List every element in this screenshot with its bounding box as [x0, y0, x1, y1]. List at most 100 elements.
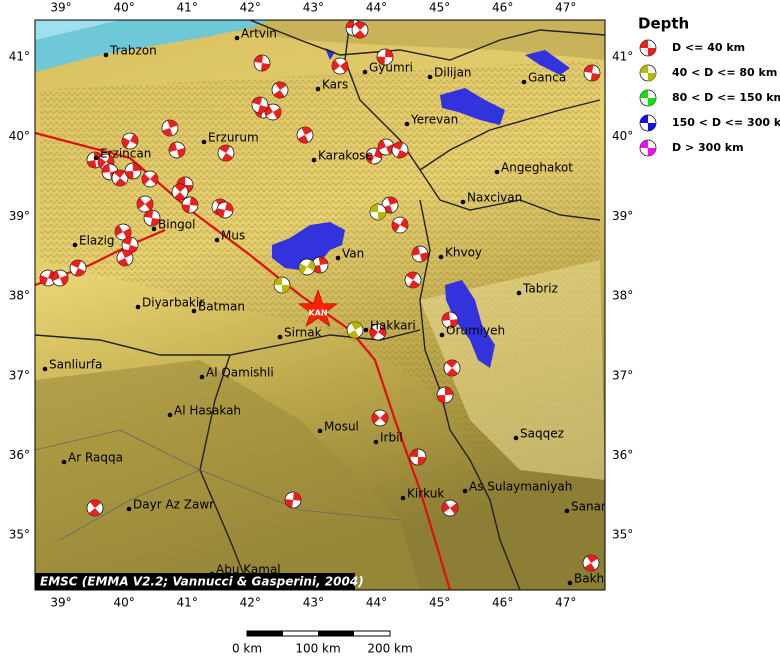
- city-dot: [516, 290, 522, 296]
- focal-mechanism: [284, 491, 302, 509]
- lat-label-left: 38°: [9, 289, 30, 303]
- city-label: Karakose: [318, 149, 373, 163]
- city-label: Dayr Az Zawr: [133, 498, 214, 512]
- city-label: As Sulaymaniyah: [469, 480, 572, 494]
- city-label: Kars: [322, 78, 348, 92]
- lon-label-bottom: 45°: [429, 596, 450, 610]
- city-dot: [460, 199, 466, 205]
- ball-quadrant: [366, 148, 382, 164]
- city-label: Khvoy: [445, 246, 482, 260]
- city-label: Orumiyeh: [446, 324, 505, 338]
- city-label: Batman: [198, 300, 245, 314]
- focal-mechanism: [391, 141, 409, 159]
- lat-label-left: 37°: [9, 368, 30, 382]
- ball-quadrant: [52, 270, 68, 286]
- focal-mechanism: [273, 276, 291, 294]
- ball-quadrant: [70, 260, 86, 276]
- lake-urmia: [445, 280, 495, 368]
- focal-mechanism: [391, 216, 409, 234]
- city-dot: [167, 412, 173, 418]
- ball-quadrant: [584, 555, 598, 571]
- city-label: Erzincan: [100, 147, 151, 161]
- lon-label-bottom: 46°: [492, 596, 513, 610]
- ball-quadrant: [87, 152, 103, 168]
- focal-mechanism: [143, 209, 161, 227]
- lon-label-top: 43°: [303, 1, 324, 15]
- focal-mechanism: [436, 386, 454, 404]
- city-label: Mus: [221, 229, 245, 243]
- focal-mechanism: [639, 89, 657, 107]
- city-dot: [126, 506, 132, 512]
- city-label: Ganca: [528, 71, 566, 85]
- scale-label: 200 km: [367, 642, 412, 655]
- city-label: Sanandaj: [571, 500, 627, 514]
- scale-label: 0 km: [232, 642, 262, 655]
- legend-title: Depth: [638, 15, 689, 33]
- lat-label-right: 35°: [612, 528, 633, 542]
- city-label: Trabzon: [109, 44, 157, 58]
- borders: [35, 20, 605, 590]
- lat-label-left: 39°: [9, 209, 30, 223]
- city-label: Erzurum: [208, 131, 259, 145]
- focal-mechanism: [181, 196, 199, 214]
- lon-label-bottom: 47°: [555, 596, 576, 610]
- focal-mechanism: [377, 138, 395, 156]
- city-dot: [439, 332, 445, 338]
- ball-quadrant: [378, 139, 394, 155]
- city-dot: [72, 242, 78, 248]
- ball-quadrant: [372, 412, 388, 424]
- ball-quadrant: [122, 133, 138, 149]
- ball-quadrant: [442, 312, 458, 328]
- lat-label-left: 41°: [9, 50, 30, 64]
- city-dot: [311, 157, 317, 163]
- city-label: Kirkuk: [407, 487, 444, 501]
- ball-quadrant: [169, 142, 185, 158]
- ball-quadrant: [410, 449, 426, 465]
- ball-quadrant: [354, 22, 366, 38]
- city-label: Van: [342, 247, 364, 261]
- ball-quadrant: [370, 325, 386, 339]
- city-label: Sanliurfa: [49, 358, 102, 372]
- city-label: Naxcivan: [467, 191, 522, 205]
- focal-mechanism: [271, 81, 289, 99]
- legend-label: D > 300 km: [672, 141, 744, 154]
- city-label: Hakkari: [370, 319, 416, 333]
- focal-mechanism: [441, 311, 459, 329]
- city-dot: [103, 52, 109, 58]
- ball-quadrant: [382, 197, 398, 213]
- ball-quadrant: [174, 184, 186, 200]
- focal-mechanism: [331, 57, 349, 75]
- city-dot: [61, 459, 67, 465]
- city-dot: [462, 488, 468, 494]
- focal-mechanism: [441, 499, 459, 517]
- focal-mechanism: [116, 249, 134, 267]
- ball-quadrant: [98, 155, 114, 169]
- city-label: Elazig: [79, 234, 115, 248]
- city-dot: [234, 35, 240, 41]
- lon-label-top: 45°: [429, 1, 450, 15]
- ball-quadrant: [274, 277, 290, 293]
- focal-mechanism: [86, 499, 104, 517]
- ball-quadrant: [142, 173, 158, 185]
- credit: EMSC (EMMA V2.2; Vannucci & Gasperini, 2…: [40, 575, 364, 589]
- legend-label: 80 < D <= 150 km: [672, 91, 780, 104]
- city-dot: [317, 428, 323, 434]
- lon-label-bottom: 43°: [303, 596, 324, 610]
- epicenter-star: [298, 289, 338, 327]
- ball-quadrant: [254, 55, 270, 71]
- focal-mechanism: [121, 236, 139, 254]
- focal-mechanism: [216, 201, 234, 219]
- focal-mechanism: [298, 258, 316, 276]
- focal-mechanism: [376, 48, 394, 66]
- city-dot: [373, 439, 379, 445]
- focal-mechanism: [639, 139, 657, 157]
- ball-quadrant: [40, 270, 56, 286]
- city-dot: [277, 334, 283, 340]
- focal-mechanism: [404, 271, 422, 289]
- focal-mechanism: [124, 162, 142, 180]
- ball-quadrant: [125, 163, 141, 179]
- lat-label-right: 40°: [612, 129, 633, 143]
- lon-label-top: 47°: [555, 1, 576, 15]
- ball-quadrant: [640, 65, 656, 81]
- city-dot: [199, 374, 205, 380]
